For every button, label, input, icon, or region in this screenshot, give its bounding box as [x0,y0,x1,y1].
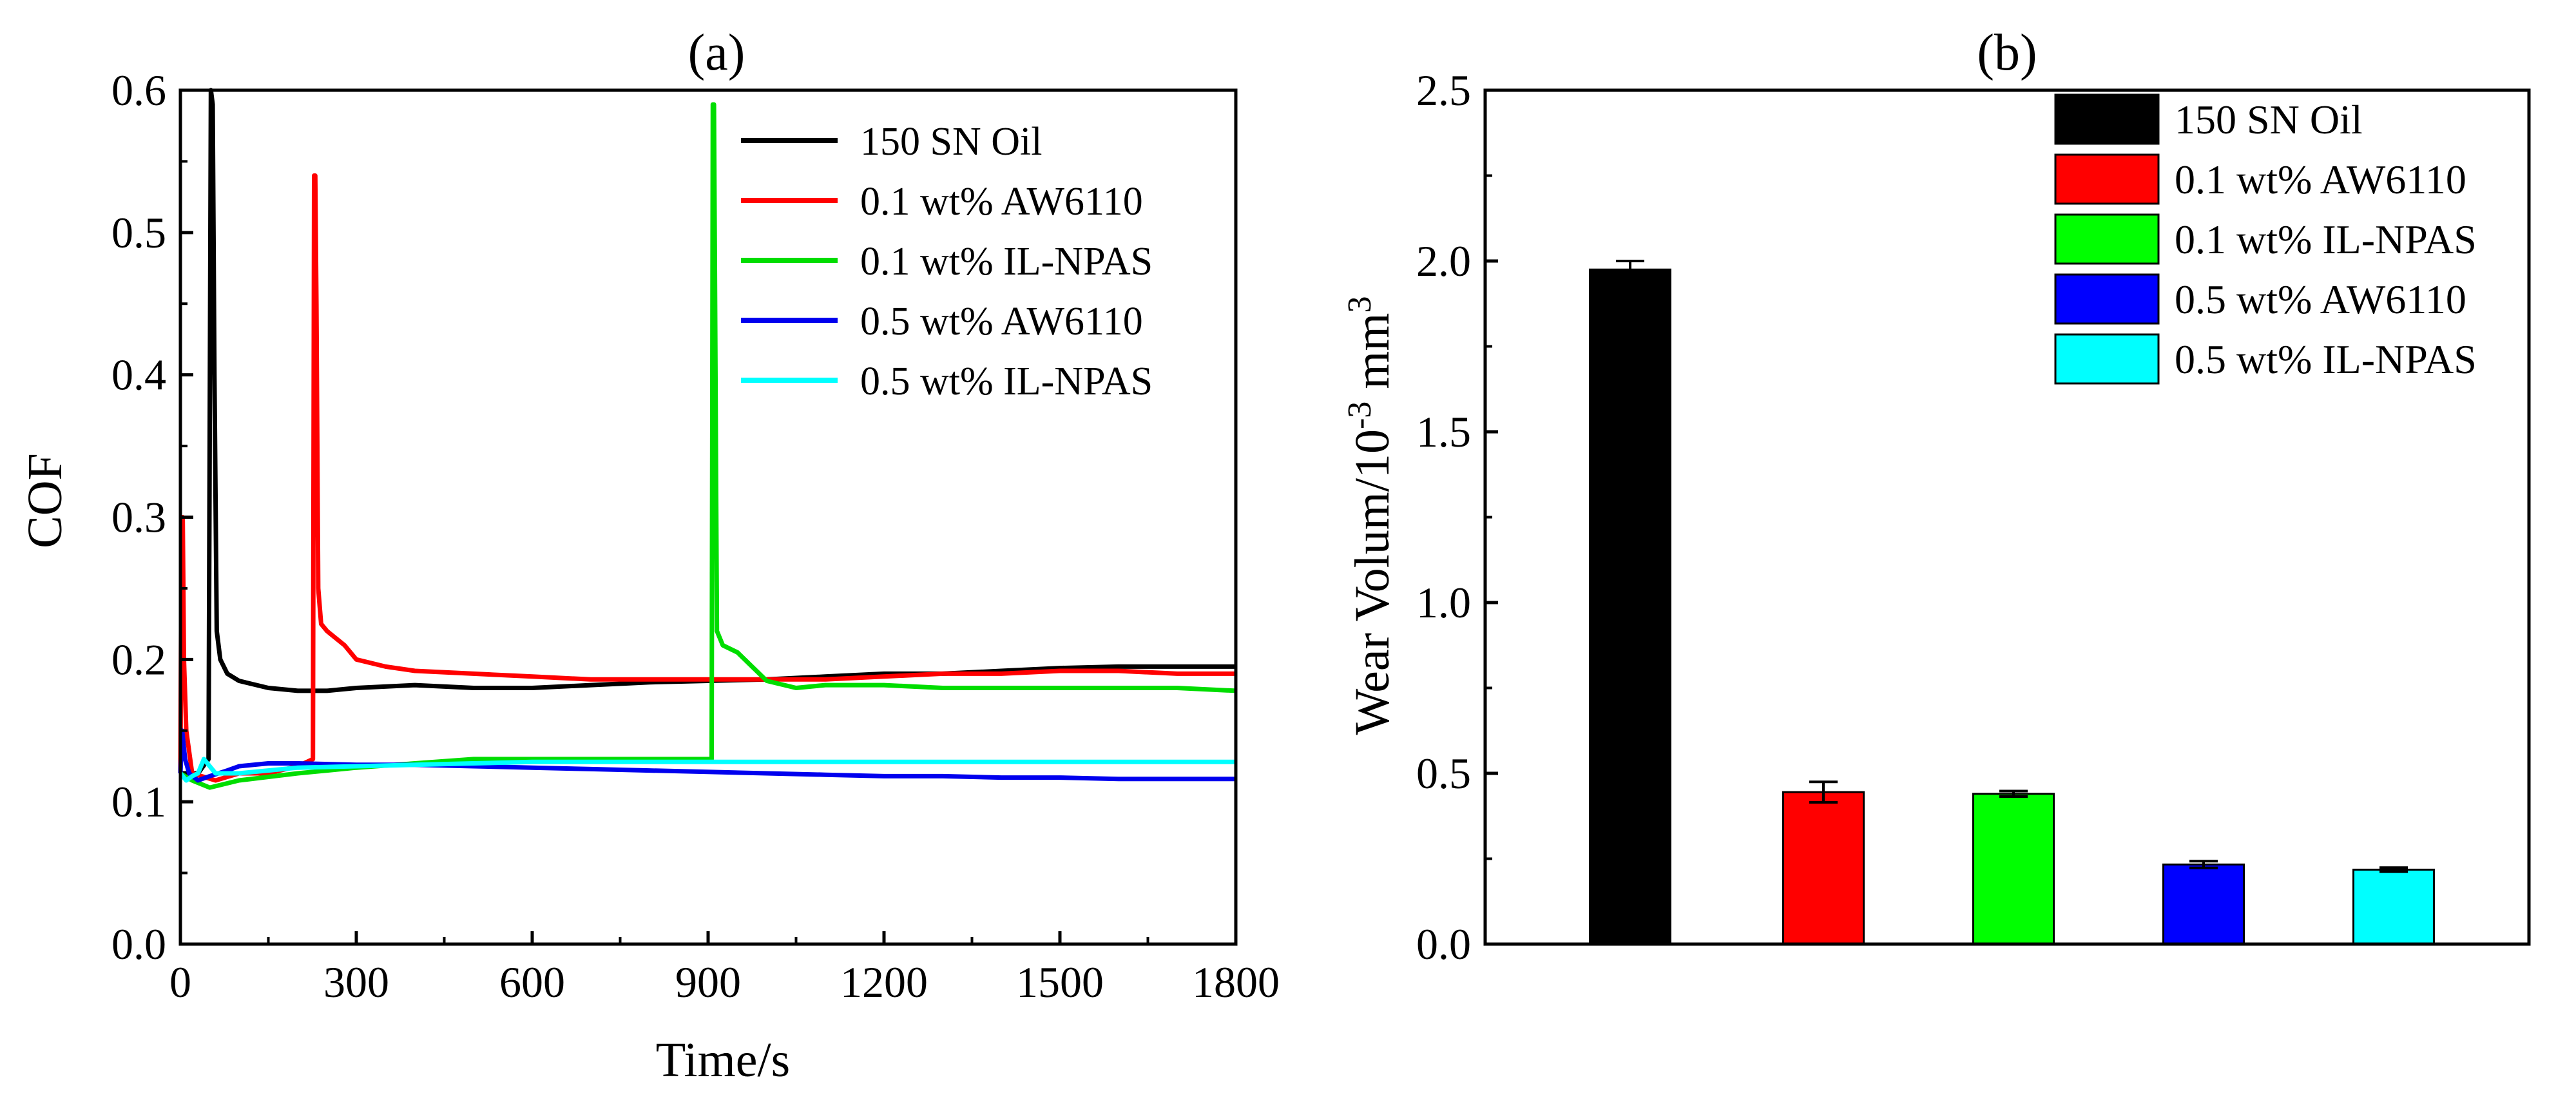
y-tick-label: 0.5 [1416,749,1471,798]
series-line-4 [178,757,1236,783]
bar-3 [2162,864,2245,945]
series-line-2 [179,102,1236,790]
x-tick-label: 900 [675,958,741,1007]
legend-label-2: 0.1 wt% IL-NPAS [860,240,1153,284]
legend-label-4: 0.5 wt% IL-NPAS [860,360,1153,403]
chart-a-title: (a) [688,24,745,81]
bar-1 [1782,791,1865,945]
y-tick-label: 0.0 [1416,920,1471,969]
y-tick-label: 0.5 [111,208,166,257]
chart-b-axes: 0.0 0.5 1.0 1.5 2.0 2.5 [1416,66,2531,969]
chart-b-legend: 150 SN Oil 0.1 wt% AW6110 0.1 wt% IL-NPAS 0… [2054,93,2477,385]
legend-label-4: 0.5 wt% IL-NPAS [2175,336,2477,382]
y-tick-label: 2.0 [1416,237,1471,285]
legend-label-0: 150 SN Oil [860,120,1042,164]
chart-a-x-axis-title: Time/s [656,1033,790,1087]
x-tick-label: 1200 [840,958,928,1007]
chart-b-y-axis-title-exp: -3 [1341,401,1378,429]
legend-swatch-2 [2054,213,2160,265]
y-tick-label: 0.3 [111,493,166,542]
legend-label-1: 0.1 wt% AW6110 [860,180,1143,224]
chart-b-y-axis-title-unit: mm [1345,313,1399,401]
legend-label-1: 0.1 wt% AW6110 [2175,157,2466,202]
chart-a-y-axis-title: COF [18,453,72,548]
legend-label-0: 150 SN Oil [2175,97,2363,142]
y-tick-label: 0.1 [111,777,166,826]
legend-swatch-4 [2054,333,2160,385]
bar-2 [1972,793,2055,945]
legend-swatch-0 [2054,93,2160,145]
chart-a-legend: 150 SN Oil 0.1 wt% AW6110 0.1 wt% IL-NPAS 0… [741,120,1153,403]
wear-volume-bar-chart: (b) 0.0 0.5 1.0 1.5 2.0 2.5 Wear Volum/10-3 m… [1341,24,2531,969]
legend-swatch-3 [2054,273,2160,325]
x-tick-label: 1500 [1016,958,1104,1007]
bar-0 [1589,268,1671,945]
cof-line-chart: (a) 0 300 600 900 1200 1500 1800 0.0 0.1 0.2 0.3 0.… [18,24,1280,1087]
chart-a-axes: 0 300 600 900 1200 1500 1800 0.0 0.1 0.2 0.3 0.4 0.5… [111,66,1280,1007]
legend-swatch-1 [2054,153,2160,205]
chart-b-y-axis-title-unit-exp: 3 [1341,296,1378,313]
y-tick-label: 1.0 [1416,578,1471,627]
y-tick-label: 0.6 [111,66,166,115]
chart-b-y-axis-title-main: Wear Volum/10 [1345,429,1399,735]
y-tick-label: 0.4 [111,351,166,400]
legend-label-3: 0.5 wt% AW6110 [860,300,1143,343]
series-line-3 [178,728,1236,783]
y-tick-label: 1.5 [1416,407,1471,456]
x-tick-label: 1800 [1192,958,1280,1007]
legend-label-2: 0.1 wt% IL-NPAS [2175,217,2477,262]
chart-b-y-axis-title: Wear Volum/10-3 mm3 [1341,296,1399,735]
x-tick-label: 300 [323,958,389,1007]
chart-a-series-group [178,88,1236,790]
bar-4 [2352,868,2435,945]
x-tick-label: 600 [499,958,565,1007]
y-tick-label: 0.0 [111,920,166,969]
y-tick-label: 0.2 [111,635,166,684]
y-tick-label: 2.5 [1416,66,1471,115]
chart-b-title: (b) [1977,24,2037,81]
x-tick-label: 0 [169,958,191,1007]
legend-label-3: 0.5 wt% AW6110 [2175,276,2466,322]
